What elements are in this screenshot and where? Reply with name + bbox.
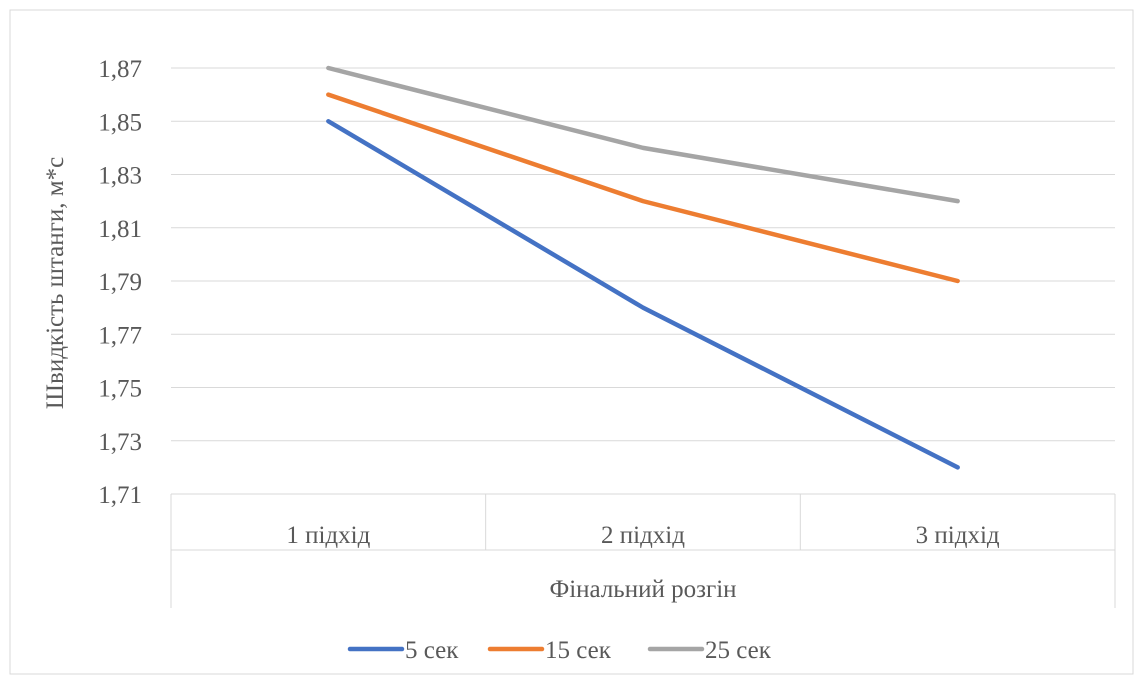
x-tick-label: 3 підхід <box>916 522 1000 549</box>
y-tick-label: 1,85 <box>98 109 142 136</box>
series-line-2 <box>326 65 960 204</box>
x-tick-label: 2 підхід <box>601 522 685 549</box>
y-tick-label: 1,83 <box>98 163 142 190</box>
series-line-0 <box>326 119 960 470</box>
legend-label: 25 сек <box>705 637 772 664</box>
legend: 5 сек 15 сек 25 сек <box>347 637 772 664</box>
y-tick-label: 1,73 <box>98 429 142 456</box>
y-tick-label: 1,79 <box>98 269 142 296</box>
legend-label: 5 сек <box>405 637 459 664</box>
legend-item: 15 сек <box>487 637 612 664</box>
y-tick-label: 1,87 <box>98 56 142 83</box>
chart-border <box>9 9 1134 675</box>
legend-label: 15 сек <box>545 637 612 664</box>
y-tick-label: 1,71 <box>98 482 142 509</box>
series-lines <box>326 65 960 470</box>
x-tick-label: 1 підхід <box>286 522 370 549</box>
series-line-1 <box>326 92 960 284</box>
y-axis-title: Швидкість штанги, м*с <box>42 157 69 409</box>
y-tick-label: 1,81 <box>98 216 142 243</box>
axes: 1,71 1,73 1,75 1,77 1,79 1,81 1,83 1,85 1,87 1 пі… <box>98 56 1116 608</box>
x-axis-title: Фінальний розгін <box>549 576 736 603</box>
legend-item: 5 сек <box>347 637 459 664</box>
legend-item: 25 сек <box>647 637 772 664</box>
y-tick-label: 1,77 <box>98 322 142 349</box>
y-tick-label: 1,75 <box>98 376 142 403</box>
